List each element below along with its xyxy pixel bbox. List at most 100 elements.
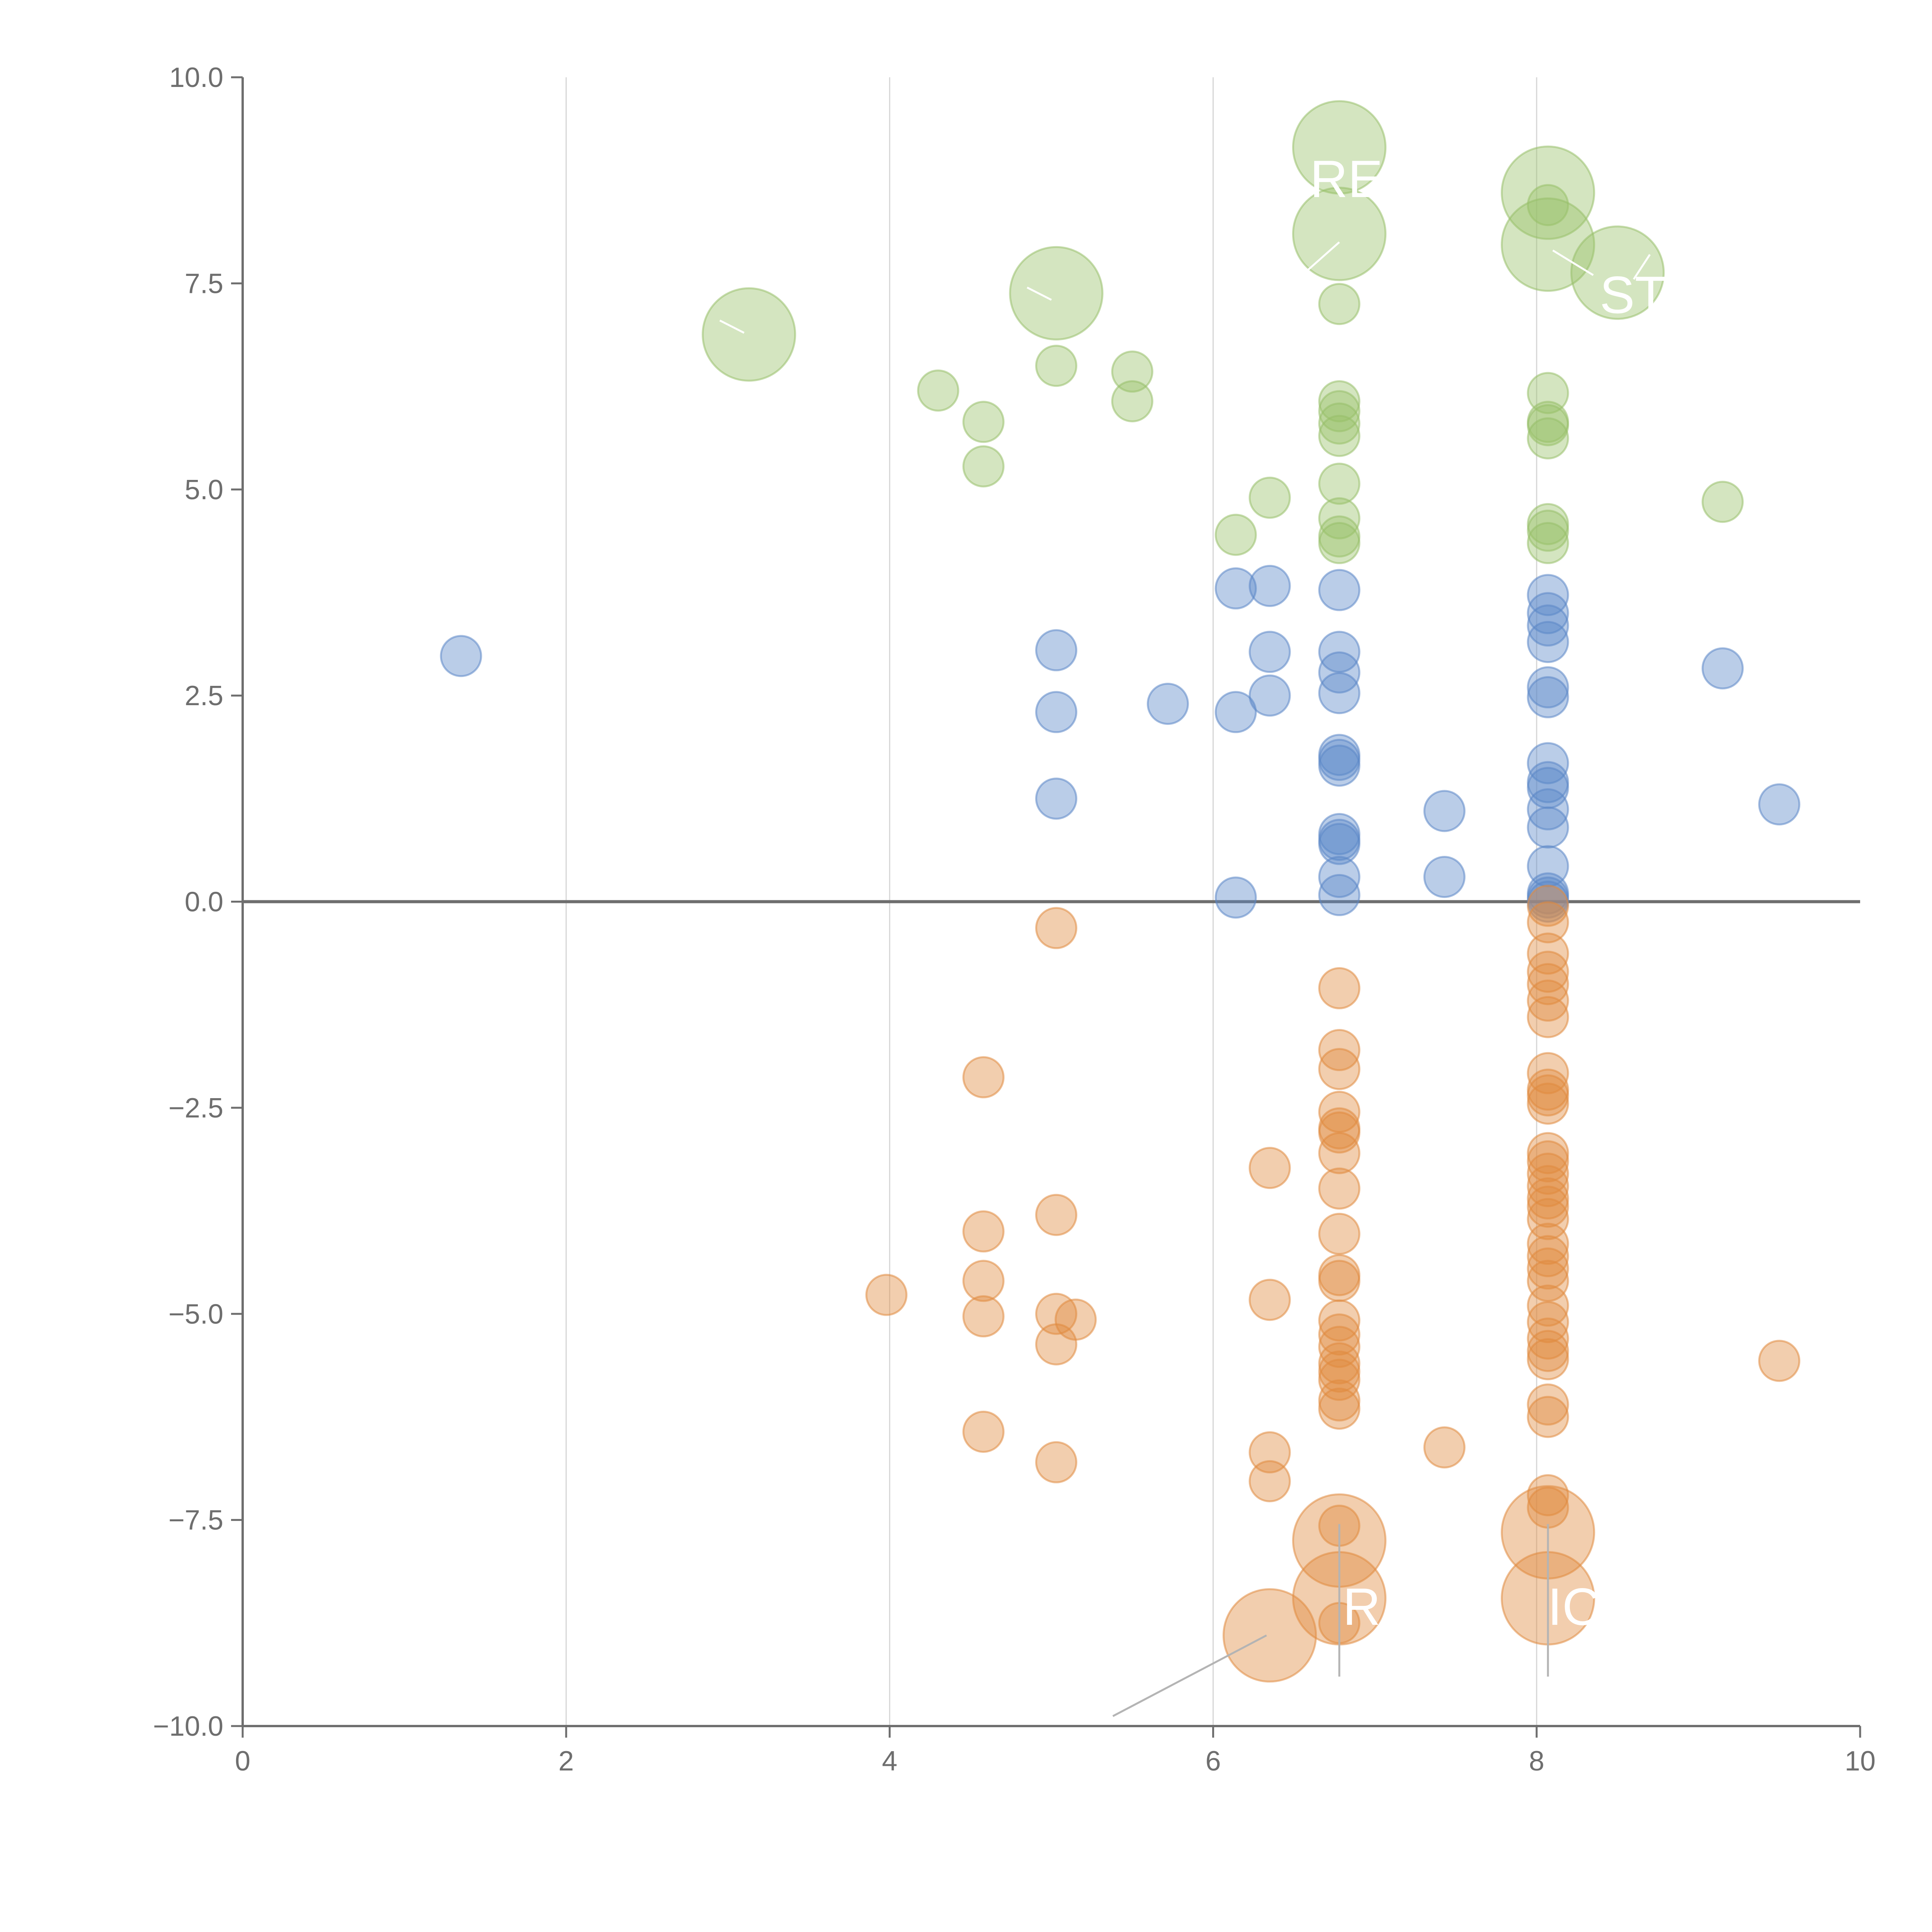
data-point-s2-44 bbox=[1527, 996, 1569, 1038]
data-point-s2-65 bbox=[1527, 1383, 1569, 1426]
data-point-s2-48 bbox=[1527, 1082, 1569, 1125]
y-tick-label-5: −2.5 bbox=[168, 1093, 223, 1124]
data-point-s0-29 bbox=[1292, 187, 1387, 281]
data-point-s2-60 bbox=[1527, 1284, 1569, 1327]
data-point-s0-9 bbox=[1318, 380, 1361, 422]
data-point-s2-4 bbox=[962, 1295, 1005, 1338]
data-point-s2-43 bbox=[1527, 980, 1569, 1022]
data-point-s2-6 bbox=[1035, 907, 1078, 949]
data-point-s2-22 bbox=[1318, 1132, 1361, 1174]
data-point-s0-2 bbox=[962, 445, 1005, 488]
data-point-s0-0 bbox=[917, 369, 959, 412]
data-point-s1-22 bbox=[1318, 874, 1361, 916]
y-tick-label-6: −5.0 bbox=[168, 1299, 223, 1330]
data-point-s0-1 bbox=[962, 401, 1005, 443]
data-point-s2-18 bbox=[1318, 1048, 1361, 1090]
annotation-leader-inner-3 bbox=[1552, 249, 1594, 276]
data-point-s0-5 bbox=[1111, 380, 1153, 422]
data-point-s1-0 bbox=[440, 635, 482, 677]
data-point-s2-45 bbox=[1527, 1052, 1569, 1094]
data-point-s2-50 bbox=[1527, 1140, 1569, 1183]
y-tick-label-3: 2.5 bbox=[185, 680, 223, 711]
data-point-s1-5 bbox=[1214, 567, 1257, 610]
data-point-s2-67 bbox=[1527, 1474, 1569, 1517]
data-point-s1-9 bbox=[1248, 631, 1291, 673]
data-point-s2-57 bbox=[1527, 1235, 1569, 1277]
data-point-s1-27 bbox=[1527, 604, 1569, 647]
data-point-s1-23 bbox=[1423, 790, 1466, 832]
data-point-s2-61 bbox=[1527, 1301, 1569, 1344]
x-tick-label-1: 2 bbox=[558, 1746, 574, 1777]
data-point-s2-39 bbox=[1527, 901, 1569, 944]
data-point-s1-40 bbox=[1701, 647, 1744, 690]
annotation-label-r: R bbox=[1343, 1577, 1381, 1636]
annotation-label-st: ST bbox=[1600, 265, 1667, 324]
data-point-s2-10 bbox=[1035, 1441, 1078, 1483]
data-points bbox=[440, 100, 1801, 1683]
annotation-leader-inner-1 bbox=[1027, 286, 1052, 301]
data-point-s1-3 bbox=[1035, 777, 1078, 820]
y-tick-label-8: −10.0 bbox=[153, 1711, 223, 1742]
data-point-s2-59 bbox=[1527, 1260, 1569, 1302]
data-point-s2-54 bbox=[1527, 1185, 1569, 1228]
annotation-label-re: RE bbox=[1310, 150, 1383, 208]
data-point-s1-17 bbox=[1318, 744, 1361, 787]
y-tick-label-1: 7.5 bbox=[185, 268, 223, 299]
data-point-s2-66 bbox=[1527, 1396, 1569, 1438]
data-point-s2-0 bbox=[865, 1274, 908, 1316]
data-point-s0-24 bbox=[1527, 522, 1569, 564]
y-tick-label-0: 10.0 bbox=[169, 62, 223, 93]
data-point-s0-23 bbox=[1527, 509, 1569, 552]
data-point-s1-2 bbox=[1035, 691, 1078, 733]
data-point-s2-74 bbox=[1223, 1588, 1317, 1683]
data-point-s0-14 bbox=[1318, 497, 1361, 539]
data-point-s2-17 bbox=[1318, 1029, 1361, 1071]
data-point-s0-10 bbox=[1318, 390, 1361, 432]
x-tick-label-3: 6 bbox=[1206, 1746, 1221, 1777]
data-point-s0-3 bbox=[1035, 345, 1078, 387]
data-point-s2-64 bbox=[1527, 1338, 1569, 1381]
data-point-s2-26 bbox=[1318, 1260, 1361, 1302]
data-point-s2-23 bbox=[1318, 1167, 1361, 1210]
x-tick-label-0: 0 bbox=[235, 1746, 250, 1777]
data-point-s1-30 bbox=[1527, 676, 1569, 718]
annotation-leader-inner-4 bbox=[1633, 254, 1651, 280]
y-tick-label-2: 5.0 bbox=[185, 474, 223, 505]
data-point-s2-55 bbox=[1527, 1198, 1569, 1240]
annotation-leader-inner-0 bbox=[1301, 241, 1340, 276]
data-point-s2-38 bbox=[1527, 884, 1569, 927]
data-point-s2-51 bbox=[1527, 1153, 1569, 1195]
data-point-s2-5 bbox=[962, 1410, 1005, 1453]
data-point-s1-25 bbox=[1527, 574, 1569, 616]
data-point-s1-7 bbox=[1214, 876, 1257, 919]
data-point-s1-20 bbox=[1318, 823, 1361, 865]
data-point-s0-4 bbox=[1111, 350, 1153, 393]
data-point-s0-26 bbox=[702, 287, 796, 382]
data-point-s0-12 bbox=[1318, 415, 1361, 457]
data-point-s1-8 bbox=[1248, 565, 1291, 607]
axes: 10.0 7.5 5.0 2.5 0.0 −2.5 −5.0 −7.5 −10.0 0 2 4 6 8 10 bbox=[153, 62, 1876, 1777]
data-point-s1-4 bbox=[1146, 682, 1189, 725]
data-point-s1-41 bbox=[1758, 783, 1801, 826]
data-point-s2-69 bbox=[1758, 1340, 1801, 1382]
data-point-s2-14 bbox=[1248, 1431, 1291, 1474]
data-point-s2-37 bbox=[1423, 1426, 1466, 1469]
annotation-leaders bbox=[719, 241, 1651, 1717]
data-point-s0-6 bbox=[1214, 514, 1257, 556]
data-point-s2-16 bbox=[1318, 967, 1361, 1010]
data-point-s0-17 bbox=[1527, 184, 1569, 226]
data-point-s0-7 bbox=[1248, 476, 1291, 519]
annotations: R IC ST RE bbox=[1310, 150, 1667, 1636]
annotation-leader-2 bbox=[1112, 1634, 1267, 1717]
data-point-s2-11 bbox=[1054, 1298, 1097, 1341]
annotation-leader-inner-2 bbox=[719, 320, 745, 334]
data-point-s2-28 bbox=[1318, 1313, 1361, 1356]
data-point-s2-12 bbox=[1248, 1147, 1291, 1189]
data-point-s1-29 bbox=[1527, 666, 1569, 709]
data-point-s2-34 bbox=[1318, 1388, 1361, 1430]
x-tick-label-5: 10 bbox=[1845, 1746, 1876, 1777]
data-point-s1-31 bbox=[1527, 742, 1569, 784]
data-point-s1-24 bbox=[1423, 855, 1466, 898]
data-point-s0-28 bbox=[1292, 100, 1387, 195]
